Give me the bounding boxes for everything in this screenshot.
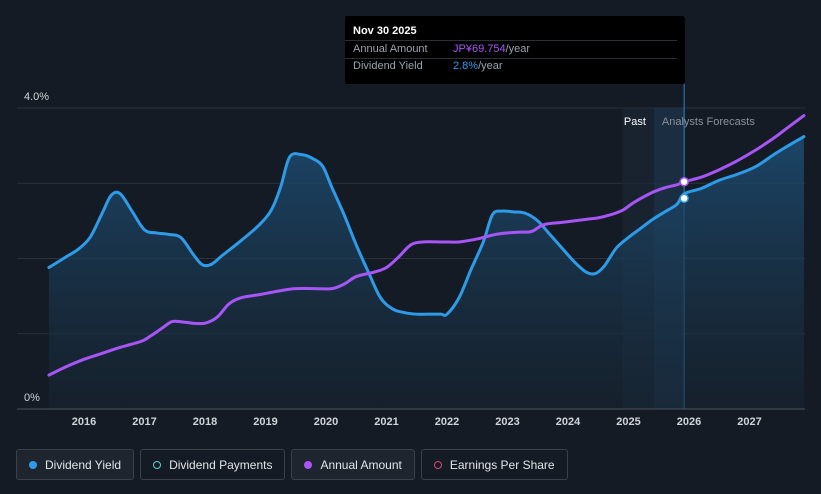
y-tick-label: 4.0% [24,91,49,103]
tooltip-yield-row: Dividend Yield 2.8%/year [353,60,503,72]
filled-dot-icon [304,460,313,469]
tooltip-annual-row: Annual Amount JP¥69.754/year [353,43,530,55]
annual-amount-line [47,114,806,377]
forecast-label: Analysts Forecasts [662,116,755,128]
x-tick-label: 2026 [677,416,701,428]
tooltip-yield-label: Dividend Yield [353,60,423,72]
x-tick-label: 2023 [495,416,519,428]
x-tick-label: 2025 [616,416,640,428]
ring-dot-icon [433,460,442,469]
legend: Dividend Yield Dividend Payments Annual … [16,449,568,480]
tooltip-yield-value-wrap: 2.8%/year [453,60,503,72]
tooltip-annual-value: JP¥69.754 [453,43,506,55]
x-tick-label: 2027 [737,416,761,428]
x-tick-label: 2022 [435,416,459,428]
tooltip-separator [345,40,677,41]
dividend-yield-line [47,135,806,317]
tooltip-yield-value: 2.8% [453,60,479,72]
legend-annual-amount[interactable]: Annual Amount [291,449,415,480]
tooltip-annual-value-wrap: JP¥69.754/year [453,43,530,55]
legend-label: Dividend Payments [169,457,273,472]
x-tick-label: 2024 [556,416,581,428]
legend-label: Earnings Per Share [449,457,555,472]
annual-amount-marker [679,176,689,187]
past-label: Past [624,116,646,128]
x-tick-label: 2018 [193,416,217,428]
legend-label: Annual Amount [320,457,402,472]
tooltip-yield-unit: /year [478,60,503,72]
ring-dot-icon [153,460,162,469]
x-tick-label: 2021 [374,416,398,428]
x-tick-label: 2017 [132,416,156,428]
tooltip-separator [345,58,677,59]
legend-earnings-per-share[interactable]: Earnings Per Share [420,449,568,480]
legend-dividend-payments[interactable]: Dividend Payments [140,449,286,480]
tooltip-annual-unit: /year [505,43,531,55]
tooltip-annual-label: Annual Amount [353,43,428,55]
tooltip-date: Nov 30 2025 [353,25,417,37]
x-tick-label: 2019 [253,416,277,428]
y-tick-label: 0% [24,392,40,404]
legend-label: Dividend Yield [45,457,122,472]
x-tick-label: 2020 [314,416,338,428]
dividend-yield-area [48,136,804,409]
legend-dividend-yield[interactable]: Dividend Yield [16,449,135,480]
x-tick-label: 2016 [72,416,96,428]
tooltip: Nov 30 2025 Annual Amount JP¥69.754/year… [345,16,685,84]
dividend-yield-marker [679,193,689,204]
filled-dot-icon [29,460,37,469]
